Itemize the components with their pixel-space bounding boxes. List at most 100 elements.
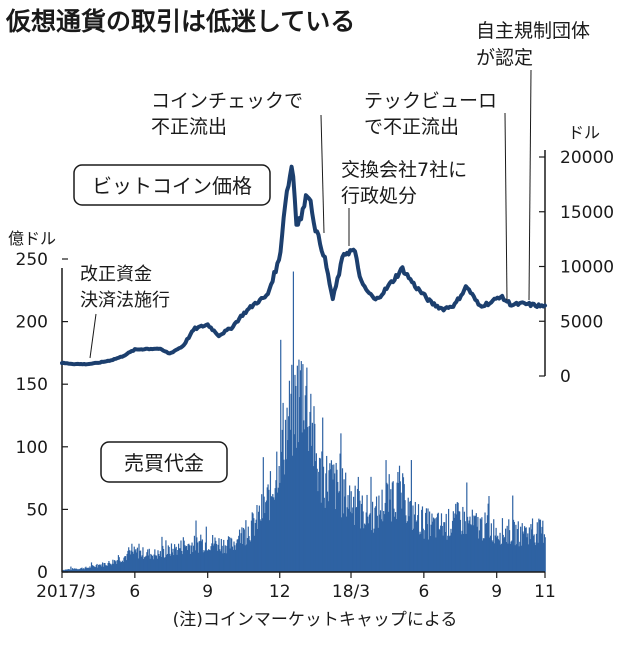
volume-bar — [428, 511, 431, 572]
volume-bar — [139, 550, 141, 572]
volume-bar — [377, 527, 379, 572]
volume-bar — [151, 555, 153, 572]
volume-bar — [344, 496, 346, 572]
volume-bar — [286, 407, 288, 572]
volume-bar — [414, 501, 416, 572]
volume-bar — [94, 567, 97, 572]
footnote: (注)コインマーケットキャップによる — [173, 610, 458, 630]
volume-bar — [178, 548, 180, 572]
volume-bar — [280, 451, 283, 572]
volume-bar — [421, 509, 423, 572]
volume-bar — [163, 557, 165, 572]
volume-bar — [459, 519, 462, 572]
volume-bar — [127, 550, 129, 572]
volume-bar — [349, 485, 351, 572]
volume-bar — [172, 548, 174, 572]
volume-bar — [292, 455, 294, 572]
volume-bar — [267, 484, 269, 572]
bitcoin-price-line — [60, 164, 547, 367]
volume-bar — [394, 512, 397, 572]
volume-bar — [184, 545, 186, 572]
volume-bar — [303, 429, 306, 572]
volume-bar — [463, 511, 466, 572]
volume-bar — [185, 546, 187, 572]
volume-bar — [181, 554, 184, 572]
volume-bar — [231, 538, 233, 572]
volume-bar — [301, 432, 303, 572]
volume-bar — [418, 534, 420, 572]
volume-bar — [428, 539, 430, 572]
left-axis-ticks: 0 50 100 150 200 250 — [16, 250, 68, 583]
volume-bar — [170, 543, 173, 572]
volume-bar — [89, 566, 91, 572]
volume-bar — [288, 416, 290, 572]
volume-bar — [321, 451, 323, 572]
volume-bar — [323, 497, 325, 572]
volume-bar — [407, 497, 409, 572]
volume-bar — [378, 495, 380, 572]
volume-bar — [413, 528, 415, 572]
volume-bar — [147, 549, 149, 572]
annotation-techbureau-line1: テックビューロ — [364, 90, 497, 112]
volume-bar — [130, 550, 132, 572]
volume-bar — [474, 515, 477, 572]
volume-bar — [217, 544, 219, 572]
volume-bar — [333, 473, 336, 572]
volume-bar — [415, 521, 417, 572]
right-tick-label: 5000 — [560, 312, 603, 332]
volume-bar — [307, 451, 310, 572]
volume-bar — [327, 501, 329, 572]
volume-bar — [195, 520, 197, 572]
volume-bar — [361, 495, 363, 572]
volume-bar — [227, 539, 229, 572]
volume-bar — [314, 423, 316, 572]
volume-bar — [385, 460, 387, 572]
price-series-box — [73, 164, 271, 206]
volume-bar — [383, 514, 386, 572]
x-tick-label: 12 — [269, 582, 291, 602]
volume-bar — [338, 491, 340, 572]
volume-bar — [155, 555, 158, 572]
volume-bar — [254, 522, 256, 572]
right-axis-unit: ドル — [568, 123, 600, 142]
volume-bar — [90, 562, 93, 572]
volume-bar — [380, 519, 382, 572]
volume-bar — [493, 519, 495, 572]
volume-bar — [122, 561, 124, 572]
volume-bar — [276, 492, 279, 572]
volume-bar — [382, 521, 384, 572]
volume-bar — [282, 402, 284, 572]
volume-bar — [239, 543, 241, 572]
volume-bar — [542, 520, 544, 572]
volume-bar — [458, 511, 460, 572]
volume-bar — [113, 560, 116, 572]
volume-bar — [470, 525, 473, 572]
volume-bar — [103, 562, 105, 572]
volume-bar — [224, 545, 226, 572]
x-axis-ticks: 2017/3 6 9 12 18/3 6 9 11 — [36, 572, 556, 602]
left-tick-label: 150 — [16, 375, 48, 395]
left-axis-unit: 億ドル — [8, 229, 56, 248]
volume-bar — [138, 543, 140, 572]
volume-bar — [499, 532, 501, 572]
volume-bar — [88, 568, 90, 572]
volume-bar — [448, 536, 450, 572]
volume-bar — [460, 534, 462, 572]
volume-bar — [503, 538, 505, 572]
volume-bar — [429, 536, 431, 572]
volume-bar — [279, 482, 281, 572]
volume-bar — [241, 527, 243, 572]
volume-bar — [446, 539, 448, 572]
volume-bar — [185, 545, 188, 572]
volume-bar — [148, 548, 150, 572]
annotation-shobun: 交換会社7社に 行政処分 — [341, 159, 467, 246]
volume-bar — [194, 550, 196, 572]
volume-bar — [115, 560, 117, 572]
volume-bar — [179, 548, 181, 572]
volume-bar — [353, 524, 355, 572]
volume-bar — [352, 496, 355, 572]
volume-bar — [86, 567, 89, 572]
volume-bar — [337, 492, 340, 572]
volume-bar — [208, 549, 211, 572]
